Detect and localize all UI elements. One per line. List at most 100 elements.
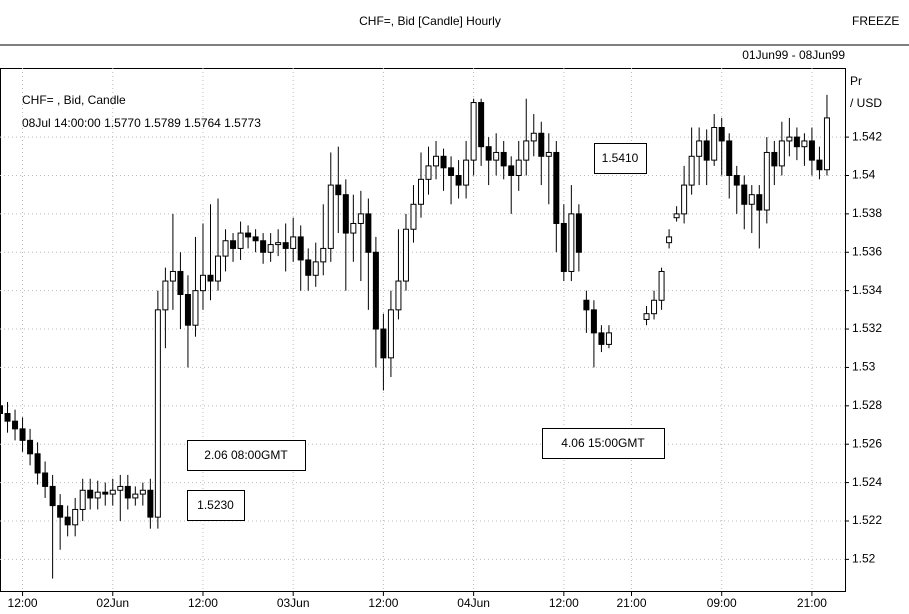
candle-body (245, 232, 252, 238)
x-tick-label: 21:00 (797, 596, 827, 610)
candle-body (305, 259, 312, 276)
annotation: 2.06 08:00GMT (204, 448, 288, 462)
x-tick-label: 12:00 (8, 596, 38, 610)
candle-body (124, 485, 131, 499)
annotation: 1.5230 (197, 498, 234, 512)
x-tick-label: 21:00 (616, 596, 646, 610)
candle-body (402, 228, 409, 282)
candle-body (455, 174, 462, 186)
candle-body (0, 405, 3, 414)
x-tick-label: 09:00 (707, 596, 737, 610)
candle-body (267, 244, 274, 253)
candle-body (463, 159, 470, 186)
candle-body (681, 184, 688, 215)
candle-body (132, 493, 139, 499)
candle-body (252, 236, 259, 242)
x-tick-label: 12:00 (188, 596, 218, 610)
y-tick-label: 1.524 (852, 475, 882, 489)
candle-body (335, 184, 342, 196)
candle-body (793, 136, 800, 148)
candle-body (643, 313, 650, 320)
candle-body (666, 236, 673, 244)
candle-body (4, 412, 11, 422)
candle-body (530, 132, 537, 142)
candle-body (237, 232, 244, 249)
candle-body (320, 247, 327, 263)
candle-body (771, 151, 778, 167)
candle-body (711, 127, 718, 161)
candle-body (658, 270, 665, 301)
candle-body (342, 194, 349, 234)
candle-body (816, 159, 823, 171)
candle-body (560, 222, 567, 272)
candle-body (19, 428, 26, 441)
candle-body (79, 489, 86, 510)
y-tick-label: 1.542 (852, 129, 882, 143)
candle-body (448, 167, 455, 176)
candle-body (297, 236, 304, 261)
annotation: 1.5410 (602, 151, 639, 165)
candle-body (87, 489, 94, 499)
candle-body (485, 146, 492, 161)
plot-frame (0, 68, 846, 592)
candle-body (222, 240, 229, 257)
candle-body (312, 261, 319, 276)
candle-body (372, 251, 379, 330)
candle-body (425, 165, 432, 180)
candle-body (177, 270, 184, 295)
candle-body (538, 132, 545, 157)
annotation-box (187, 440, 306, 471)
candle-body (57, 505, 64, 518)
candle-body (470, 102, 477, 161)
candle-body (748, 194, 755, 205)
y-axis-label: / USD (850, 96, 882, 110)
candle-body (169, 270, 176, 282)
candle-body (357, 213, 364, 224)
candle-body (417, 178, 424, 205)
candle-body (515, 159, 522, 176)
candle-body (500, 151, 507, 167)
y-tick-label: 1.52 (852, 552, 876, 566)
candle-body (545, 151, 552, 157)
candle-body (726, 140, 733, 176)
y-tick-label: 1.53 (852, 360, 876, 374)
candle-body (215, 255, 222, 282)
candle-body (718, 127, 725, 142)
y-tick-label: 1.528 (852, 398, 882, 412)
candle-body (184, 293, 191, 326)
candle-body (230, 240, 237, 249)
y-tick-label: 1.526 (852, 436, 882, 450)
candle-body (688, 155, 695, 186)
status: FREEZE (852, 14, 899, 28)
candle-body (568, 213, 575, 272)
y-tick-label: 1.522 (852, 513, 882, 527)
annotation-box (594, 143, 647, 174)
candle-body (102, 491, 109, 495)
candle-body (583, 299, 590, 311)
candle-body (741, 184, 748, 205)
candle-body (350, 222, 357, 234)
annotation-box (542, 428, 665, 459)
candle-body (282, 242, 289, 249)
candle-body (493, 151, 500, 161)
legend-line: 08Jul 14:00:00 1.5770 1.5789 1.5764 1.57… (22, 116, 261, 130)
date-range: 01Jun99 - 08Jun99 (742, 48, 845, 62)
x-tick-label: 12:00 (549, 596, 579, 610)
candle-body (590, 309, 597, 334)
candle-body (387, 309, 394, 359)
y-tick-label: 1.538 (852, 206, 882, 220)
candle-body (162, 280, 169, 311)
chart-title: CHF=, Bid [Candle] Hourly (359, 14, 501, 28)
candle-body (139, 489, 146, 495)
x-tick-label: 04Jun (457, 596, 490, 610)
candle-body (575, 213, 582, 253)
candle-body (598, 332, 605, 345)
legend-line: CHF= , Bid, Candle (22, 93, 126, 107)
candle-body (49, 485, 56, 507)
candle-body (433, 155, 440, 167)
candle-body (42, 472, 49, 487)
candle-body (260, 240, 267, 253)
candle-body (756, 194, 763, 211)
candle-body (117, 485, 124, 491)
